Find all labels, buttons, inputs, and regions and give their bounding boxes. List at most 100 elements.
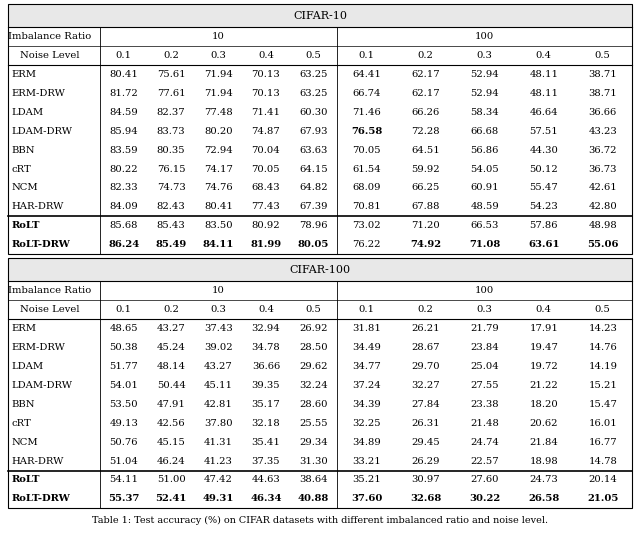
Text: 80.35: 80.35 (157, 146, 186, 155)
Text: 71.41: 71.41 (252, 108, 280, 117)
Text: 64.41: 64.41 (352, 70, 381, 79)
Text: 37.43: 37.43 (204, 324, 233, 333)
Text: 44.63: 44.63 (252, 475, 280, 485)
Bar (8, 258, 632, 508)
Text: 15.21: 15.21 (588, 381, 617, 390)
Text: 83.73: 83.73 (157, 126, 186, 136)
Text: 68.43: 68.43 (252, 183, 280, 192)
Text: 67.88: 67.88 (412, 203, 440, 211)
Text: 0.2: 0.2 (163, 51, 179, 60)
Text: 18.98: 18.98 (529, 457, 558, 466)
Text: Imbalance Ratio: Imbalance Ratio (8, 286, 91, 295)
Text: 42.56: 42.56 (157, 419, 186, 428)
Text: 18.20: 18.20 (529, 400, 558, 409)
Text: 30.97: 30.97 (412, 475, 440, 485)
Text: HAR-DRW: HAR-DRW (12, 203, 64, 211)
Text: 14.78: 14.78 (588, 457, 617, 466)
Text: 76.15: 76.15 (157, 165, 186, 174)
Text: 78.96: 78.96 (299, 221, 328, 230)
Text: 36.66: 36.66 (589, 108, 617, 117)
Text: 80.92: 80.92 (252, 221, 280, 230)
Text: 80.41: 80.41 (204, 203, 233, 211)
Text: 27.55: 27.55 (470, 381, 499, 390)
Text: RoLT: RoLT (12, 221, 40, 230)
Text: 14.76: 14.76 (588, 343, 617, 352)
Text: 29.45: 29.45 (411, 438, 440, 446)
Text: 30.22: 30.22 (469, 494, 500, 503)
Text: 77.61: 77.61 (157, 89, 186, 98)
Text: 64.51: 64.51 (411, 146, 440, 155)
Text: 54.11: 54.11 (109, 475, 138, 485)
Text: 73.02: 73.02 (352, 221, 381, 230)
Text: 52.94: 52.94 (470, 89, 499, 98)
Text: 20.62: 20.62 (529, 419, 558, 428)
Text: 70.81: 70.81 (352, 203, 381, 211)
Text: 66.53: 66.53 (470, 221, 499, 230)
Text: 48.59: 48.59 (470, 203, 499, 211)
Text: HAR-DRW: HAR-DRW (12, 457, 64, 466)
Text: 48.11: 48.11 (529, 89, 558, 98)
Text: Noise Level: Noise Level (20, 51, 79, 60)
Text: RoLT-DRW: RoLT-DRW (12, 494, 70, 503)
Text: 74.73: 74.73 (157, 183, 186, 192)
Text: 57.51: 57.51 (529, 126, 558, 136)
Text: ERM: ERM (12, 324, 36, 333)
Text: 31.30: 31.30 (299, 457, 328, 466)
Text: 70.04: 70.04 (252, 146, 280, 155)
Text: 35.21: 35.21 (352, 475, 381, 485)
Text: 64.15: 64.15 (299, 165, 328, 174)
Text: 66.25: 66.25 (412, 183, 440, 192)
Text: 81.72: 81.72 (109, 89, 138, 98)
Text: 68.09: 68.09 (352, 183, 381, 192)
Text: 21.22: 21.22 (529, 381, 558, 390)
Text: 66.26: 66.26 (412, 108, 440, 117)
Text: 54.05: 54.05 (470, 165, 499, 174)
Text: 63.25: 63.25 (299, 89, 328, 98)
Text: ERM: ERM (12, 70, 36, 79)
Text: 63.61: 63.61 (528, 240, 559, 249)
Text: 32.94: 32.94 (252, 324, 280, 333)
Text: Imbalance Ratio: Imbalance Ratio (8, 32, 91, 41)
Text: 84.09: 84.09 (109, 203, 138, 211)
Text: 15.47: 15.47 (588, 400, 617, 409)
Text: 70.13: 70.13 (252, 89, 280, 98)
Text: 0.1: 0.1 (116, 51, 132, 60)
Text: 39.02: 39.02 (204, 343, 233, 352)
Text: 71.94: 71.94 (204, 89, 233, 98)
Text: 34.89: 34.89 (352, 438, 381, 446)
Text: 26.92: 26.92 (299, 324, 328, 333)
Text: 21.05: 21.05 (587, 494, 618, 503)
Text: 29.34: 29.34 (299, 438, 328, 446)
Text: 22.57: 22.57 (470, 457, 499, 466)
Text: 83.50: 83.50 (204, 221, 233, 230)
Text: 37.35: 37.35 (252, 457, 280, 466)
Text: 74.17: 74.17 (204, 165, 233, 174)
Text: 80.05: 80.05 (298, 240, 329, 249)
Text: 51.04: 51.04 (109, 457, 138, 466)
Text: 34.49: 34.49 (352, 343, 381, 352)
Text: 29.62: 29.62 (299, 362, 328, 371)
Text: 32.68: 32.68 (410, 494, 441, 503)
Text: 35.17: 35.17 (252, 400, 280, 409)
Text: 82.43: 82.43 (157, 203, 186, 211)
Text: 82.37: 82.37 (157, 108, 186, 117)
Text: 47.91: 47.91 (157, 400, 186, 409)
Text: 0.4: 0.4 (536, 306, 552, 314)
Text: 0.2: 0.2 (418, 51, 433, 60)
Text: 10: 10 (212, 286, 225, 295)
Text: 32.18: 32.18 (252, 419, 280, 428)
Text: 63.63: 63.63 (299, 146, 328, 155)
Text: 56.86: 56.86 (470, 146, 499, 155)
Text: 49.13: 49.13 (109, 419, 138, 428)
Text: BBN: BBN (12, 400, 35, 409)
Text: 64.82: 64.82 (299, 183, 328, 192)
Text: 76.22: 76.22 (352, 240, 381, 249)
Text: 0.2: 0.2 (163, 306, 179, 314)
Text: 0.4: 0.4 (536, 51, 552, 60)
Text: 75.61: 75.61 (157, 70, 186, 79)
Bar (8, 4, 632, 27)
Text: 46.24: 46.24 (157, 457, 186, 466)
Text: 48.98: 48.98 (588, 221, 617, 230)
Text: 0.3: 0.3 (477, 306, 493, 314)
Text: 34.78: 34.78 (252, 343, 280, 352)
